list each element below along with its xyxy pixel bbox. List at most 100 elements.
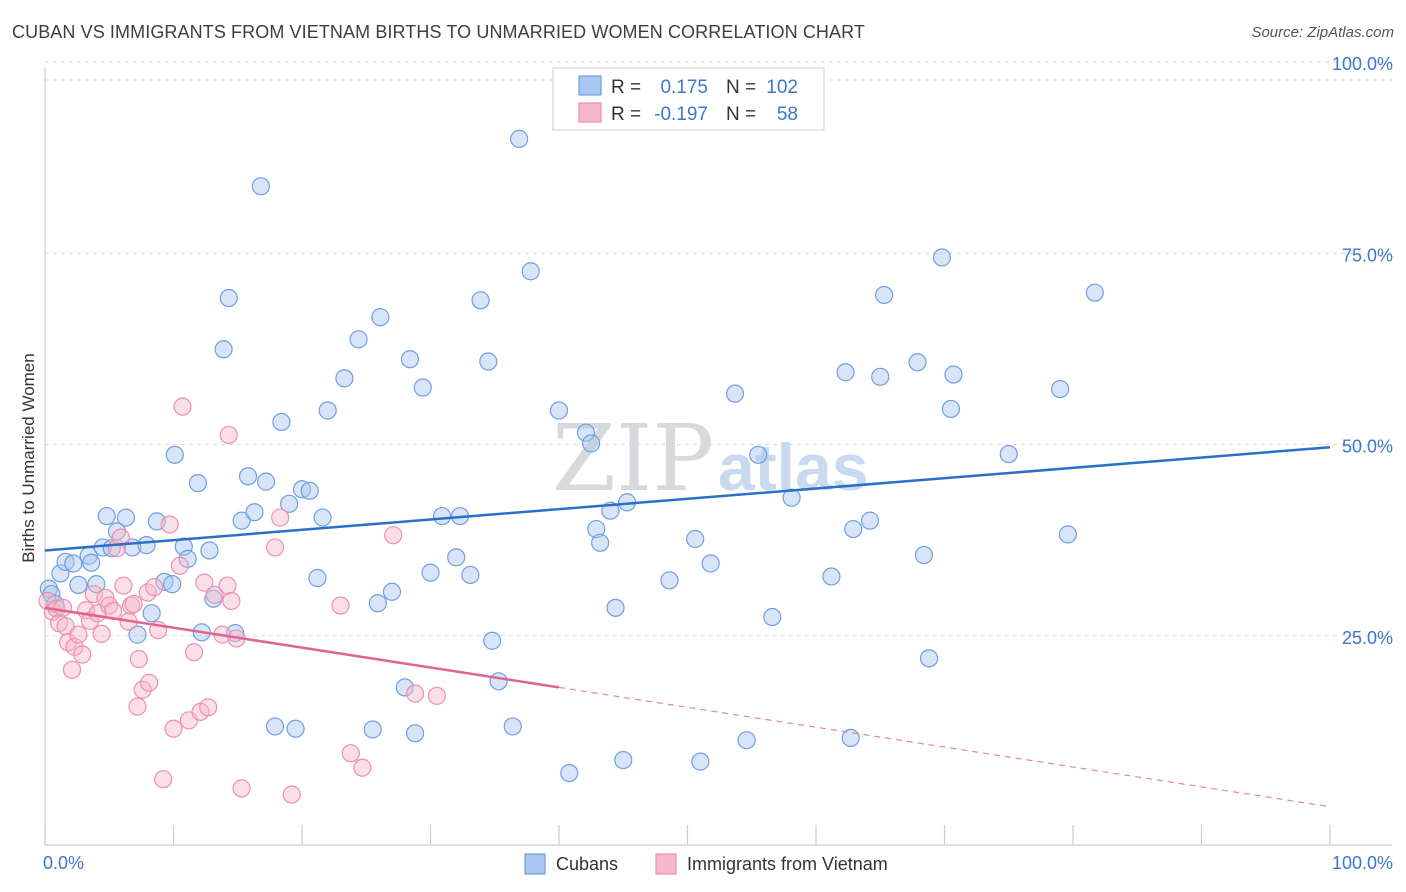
- data-point: [503, 717, 522, 736]
- data-point: [560, 763, 579, 783]
- data-point: [232, 779, 251, 798]
- data-point: [111, 528, 130, 547]
- data-point: [479, 352, 498, 371]
- data-point: [822, 567, 841, 586]
- data-point: [461, 565, 480, 585]
- y-tick-label-25: 25.0%: [1342, 628, 1393, 648]
- data-point: [205, 585, 224, 604]
- data-point: [160, 515, 179, 534]
- data-point: [1051, 379, 1070, 399]
- data-point: [999, 444, 1018, 464]
- data-point: [368, 594, 387, 613]
- grid-lines: [45, 61, 1392, 637]
- data-point: [427, 686, 447, 705]
- data-point: [292, 480, 312, 499]
- data-point: [200, 541, 219, 560]
- legend-n-value-2: 58: [777, 104, 798, 125]
- data-point: [251, 177, 270, 196]
- series-legend: Cubans Immigrants from Vietnam: [524, 853, 888, 875]
- data-point: [265, 717, 285, 736]
- data-point: [549, 401, 569, 420]
- data-point: [128, 697, 147, 716]
- data-point: [173, 397, 192, 416]
- legend-swatch-vietnam: [578, 102, 602, 123]
- data-point: [405, 684, 425, 703]
- data-point: [219, 288, 238, 308]
- data-point: [844, 519, 863, 539]
- x-tick-label-right: 100.0%: [1332, 853, 1393, 873]
- data-point: [447, 548, 466, 567]
- legend-n-value-1: 102: [766, 77, 798, 98]
- data-point: [69, 575, 88, 595]
- watermark: ZIP atlas: [552, 405, 868, 512]
- data-point: [51, 564, 70, 583]
- data-point: [749, 445, 768, 464]
- data-point: [405, 724, 425, 743]
- data-point: [1085, 283, 1104, 302]
- data-point: [271, 508, 290, 527]
- data-point: [395, 678, 414, 697]
- data-point: [587, 519, 606, 539]
- tick-labels: 25.0% 50.0% 75.0% 100.0% 0.0% 100.0%: [43, 54, 1393, 873]
- data-point: [178, 549, 197, 568]
- data-point: [331, 596, 350, 615]
- data-point: [82, 553, 101, 572]
- data-point: [582, 434, 601, 453]
- data-point: [941, 399, 961, 419]
- legend-n-label-2: N =: [726, 104, 756, 125]
- data-point: [606, 598, 625, 617]
- data-point: [232, 511, 251, 530]
- data-point: [489, 672, 508, 691]
- data-point: [914, 545, 934, 565]
- data-point: [300, 481, 319, 500]
- data-point: [84, 584, 103, 604]
- bottom-legend-label-cubans: Cubans: [556, 854, 618, 874]
- data-point: [282, 785, 301, 804]
- data-point: [737, 731, 756, 750]
- data-point: [97, 506, 116, 526]
- data-point: [170, 556, 190, 575]
- data-point: [510, 129, 529, 149]
- legend-r-label-1: R =: [611, 77, 641, 98]
- trend-line-vietnam: [44, 606, 560, 689]
- data-point: [782, 488, 801, 507]
- data-point: [272, 412, 291, 432]
- data-point: [860, 511, 880, 530]
- data-point: [142, 604, 161, 623]
- data-point: [349, 330, 368, 349]
- data-point: [363, 720, 382, 739]
- data-point: [214, 340, 233, 359]
- series-cubans-points: [39, 129, 1104, 783]
- data-point: [836, 363, 855, 382]
- data-point: [353, 758, 372, 777]
- data-point: [871, 367, 890, 386]
- legend-r-value-1: 0.175: [660, 77, 708, 98]
- data-point: [218, 576, 237, 595]
- axes: [44, 68, 1392, 846]
- legend-n-label-1: N =: [726, 77, 756, 98]
- bottom-legend-swatch-cubans: [524, 853, 546, 875]
- data-point: [413, 378, 432, 397]
- data-point: [614, 750, 633, 770]
- data-point: [265, 538, 285, 557]
- data-point: [384, 526, 403, 545]
- data-point: [280, 494, 299, 513]
- legend-r-value-2: -0.197: [654, 104, 708, 125]
- data-point: [763, 607, 782, 627]
- data-point: [1058, 525, 1077, 544]
- data-point: [92, 624, 111, 643]
- trend-lines: [44, 445, 1331, 808]
- data-point: [686, 529, 705, 549]
- data-point: [725, 384, 745, 403]
- data-point: [116, 508, 136, 527]
- data-points: [38, 129, 1104, 804]
- data-point: [56, 552, 75, 572]
- y-tick-label-50: 50.0%: [1342, 437, 1393, 457]
- data-point: [908, 353, 927, 372]
- data-point: [238, 467, 258, 486]
- y-tick-label-75: 75.0%: [1342, 245, 1393, 265]
- data-point: [163, 575, 182, 594]
- data-point: [521, 262, 540, 281]
- bottom-legend-swatch-vietnam: [655, 853, 677, 875]
